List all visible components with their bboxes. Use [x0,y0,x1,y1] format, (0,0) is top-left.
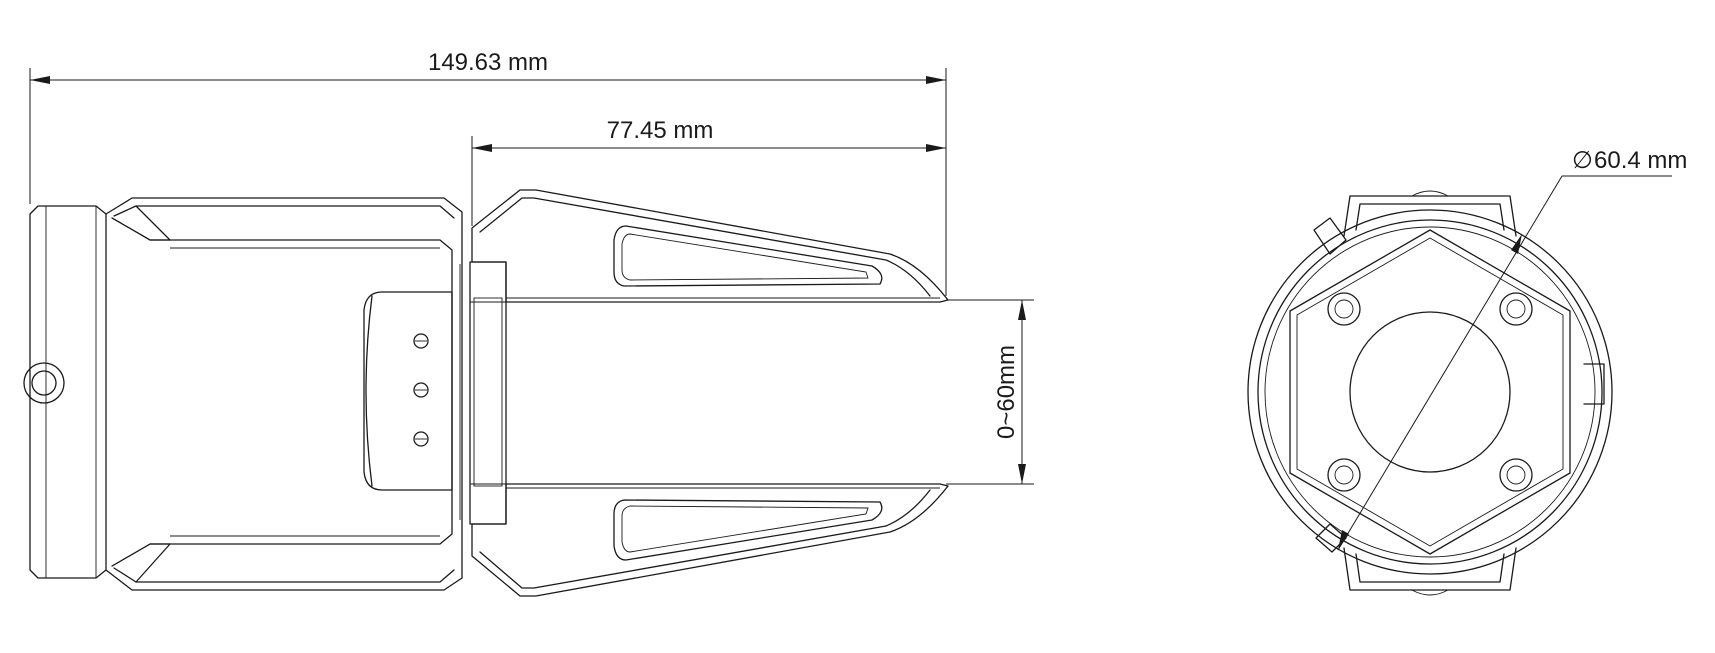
diameter-dimension [1337,175,1672,551]
center-bore [1349,311,1511,473]
base-flange [29,205,107,579]
housing-circle [1247,209,1613,575]
screw-icon [413,333,429,349]
flange-screw-hole-icon [23,362,65,404]
bolt-icon [1327,292,1361,326]
finger-length-dimension [471,136,946,226]
side-view: 149.63 mm 77.45 mm 0~60mm [23,49,1034,597]
gripper-body [105,197,463,591]
overall-length-label: 149.63 mm [428,49,548,76]
finger-length-label: 77.45 mm [607,117,714,144]
overall-length-dimension [29,68,947,296]
stroke-label: 0~60mm [993,345,1020,439]
screw-icon [413,431,429,447]
connector-block [363,264,461,520]
top-tab [1343,190,1517,237]
front-view: ∅ 60.4 mm [1247,147,1687,596]
bottom-tab [1343,547,1517,596]
screw-icon [413,382,429,398]
bolt-icon [1499,458,1533,492]
finger-carriage [469,261,507,525]
stroke-dimension [946,299,1034,485]
diameter-label: 60.4 mm [1594,147,1687,174]
diameter-symbol: ∅ [1572,147,1593,174]
notch [1313,217,1605,553]
upper-finger [471,189,949,303]
bolt-icon [1499,292,1533,326]
hex-plate [1289,229,1571,555]
bolt-icon [1327,458,1361,492]
lower-finger [471,483,949,597]
